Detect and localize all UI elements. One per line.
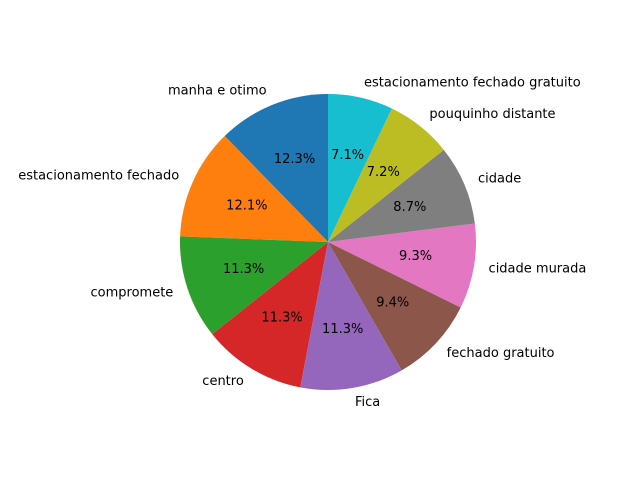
pie-category-label: compromete (91, 285, 174, 300)
pie-slice-estacionamento-fechado-gratuito (328, 94, 392, 242)
pie-slice-fica (300, 242, 402, 390)
pie-percent-label: 8.7% (393, 200, 426, 215)
pie-slice-manha-e-otimo (224, 94, 328, 242)
pie-slice-estacionamento-fechado (180, 136, 328, 242)
pie-slice-compromete (180, 236, 328, 335)
pie-category-label: estacionamento fechado (18, 168, 179, 183)
pie-category-label: fechado gratuito (447, 346, 555, 361)
pie-percent-label: 12.1% (226, 198, 267, 213)
pie-category-label: centro (202, 374, 244, 389)
pie-category-labels: manha e otimo estacionamento fechado compr… (18, 76, 586, 410)
pie-slice-pouquinho-distante (328, 108, 444, 242)
pie-percent-label: 11.3% (261, 311, 302, 326)
pie-percent-label: 12.3% (274, 152, 315, 167)
pie-percent-label: 7.2% (367, 165, 400, 180)
pie-category-label: cidade (478, 171, 521, 186)
pie-category-label: estacionamento fechado gratuito (364, 76, 581, 91)
pie-category-label: manha e otimo (168, 84, 267, 99)
pie-category-label: pouquinho distante (429, 107, 555, 122)
pie-percent-labels: 12.3% 12.1% 11.3% 11.3% 11.3% 9.4% 9.3% 8.7% 7.2… (223, 148, 432, 337)
pie-percent-label: 7.1% (331, 148, 364, 163)
pie-percent-label: 9.4% (376, 295, 409, 310)
pie-percent-label: 11.3% (322, 322, 363, 337)
pie-slices (180, 94, 477, 390)
pie-slice-fechado-gratuito (328, 242, 461, 371)
pie-percent-label: 11.3% (223, 262, 264, 277)
pie-category-label: Fica (355, 395, 380, 410)
pie-percent-label: 9.3% (399, 249, 432, 264)
pie-slice-centro (212, 242, 328, 388)
pie-slice-cidade-murada (328, 223, 477, 308)
pie-category-label: cidade murada (489, 261, 587, 276)
pie-slice-cidade (328, 149, 475, 242)
